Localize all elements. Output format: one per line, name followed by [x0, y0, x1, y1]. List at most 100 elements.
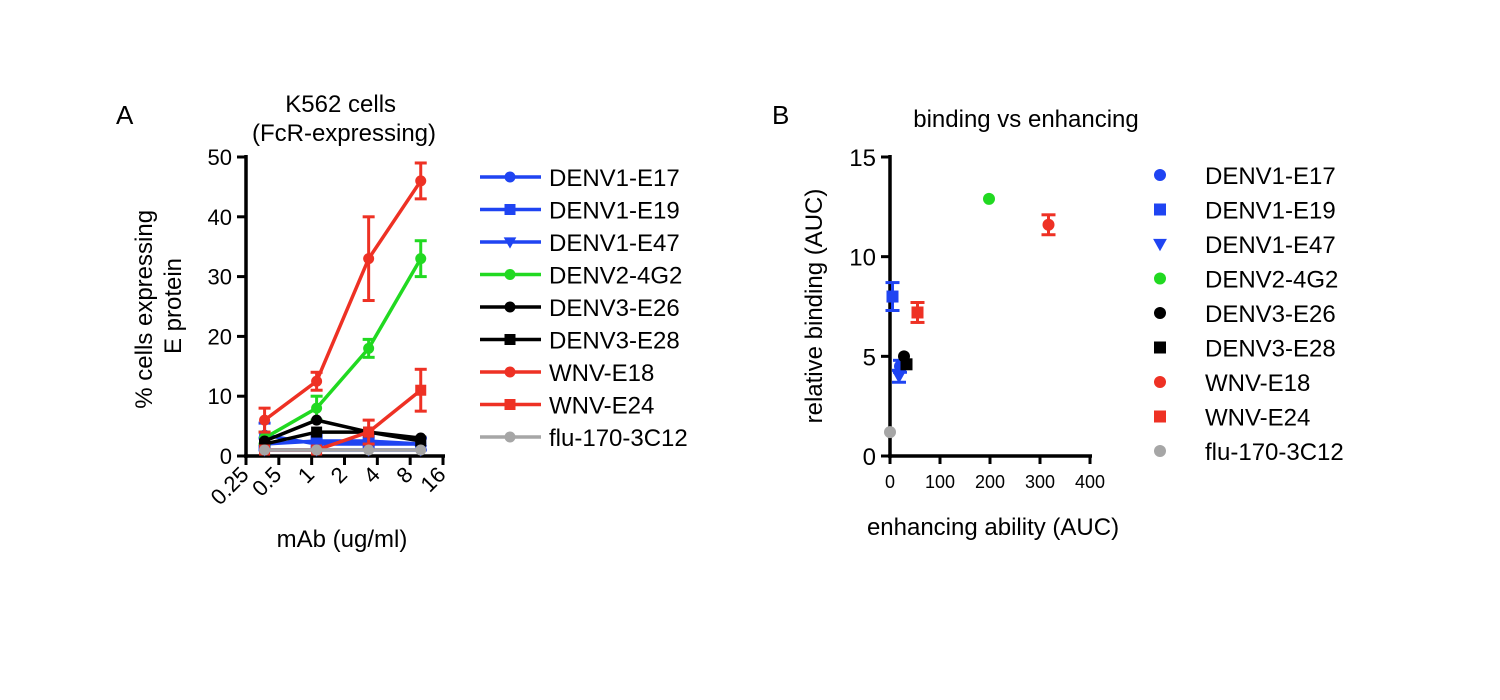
panel-a-y-tick-label: 50 [208, 145, 232, 170]
data-point-wnv-e18 [1042, 218, 1055, 231]
panel-b-legend: DENV1-E17 DENV1-E19 DENV1-E47 DENV2-4G2 DENV… [1153, 163, 1344, 466]
panel-b-axes: 0 5 10 15 0 100 200 300 400 [849, 145, 1105, 492]
legend-item-denv1-e47: DENV1-E47 [1153, 232, 1336, 259]
panel-a: A K562 cells (FcR-expressing) % cells ex… [116, 91, 688, 553]
data-point-wnv-e18 [311, 375, 323, 387]
data-point-wnv-e18 [363, 253, 375, 265]
data-point-flu-170-3c12 [884, 426, 896, 439]
legend-label: DENV1-E17 [1205, 163, 1336, 190]
legend-marker [1154, 445, 1166, 457]
panel-a-y-axis-label: % cells expressing E protein [131, 203, 187, 408]
legend-item-wnv-e24: WNV-E24 [480, 393, 654, 420]
legend-label: WNV-E18 [1205, 370, 1310, 397]
data-point-flu-170-3c12 [415, 444, 427, 456]
panel-a-x-tick-label: 1 [293, 462, 319, 488]
panel-a-title: K562 cells (FcR-expressing) [252, 91, 436, 147]
panel-a-y-axis-label-line-1: % cells expressing [131, 210, 158, 409]
point-denv1-e47 [892, 368, 906, 384]
panel-a-x-tick-label: 0.5 [247, 462, 286, 501]
panel-a-x-tick-label: 2 [326, 462, 352, 488]
data-point-wnv-e18 [259, 414, 271, 426]
legend-item-denv3-e28: DENV3-E28 [480, 328, 680, 355]
legend-marker [504, 171, 516, 183]
data-point-denv2-4g2 [415, 253, 427, 265]
legend-label: flu-170-3C12 [549, 425, 688, 452]
legend-item-wnv-e18: WNV-E18 [480, 360, 654, 387]
legend-marker [1154, 169, 1166, 181]
panel-b-y-tick-label: 10 [849, 245, 876, 272]
legend-label: DENV1-E19 [549, 198, 680, 225]
series-line-wnv-e18 [263, 179, 423, 422]
panel-a-axes: 0 10 20 30 40 50 0.250.5 1 2 4 816 [206, 145, 451, 510]
panel-a-x-axis-label: mAb (ug/ml) [277, 526, 408, 553]
point-wnv-e18 [1041, 213, 1056, 237]
panel-b: B binding vs enhancing relative binding … [772, 100, 1344, 541]
legend-marker [1154, 376, 1166, 388]
legend-marker [504, 301, 516, 313]
data-point-wnv-e24 [363, 426, 375, 438]
panel-a-x-tick-label: 4 [359, 462, 385, 488]
panel-a-y-tick-label: 40 [208, 205, 232, 230]
data-point-wnv-e24 [911, 306, 924, 319]
legend-item-denv1-e19: DENV1-E19 [480, 198, 680, 225]
legend-label: WNV-E24 [1205, 405, 1310, 432]
panel-b-x-tick-label: 0 [885, 472, 895, 492]
series-line-denv3-e28 [264, 430, 422, 446]
legend-item-denv2-4g2: DENV2-4G2 [480, 263, 682, 290]
data-point-wnv-e24 [415, 384, 427, 396]
legend-marker [504, 366, 516, 378]
data-point-denv3-e26 [311, 414, 323, 426]
legend-label: DENV2-4G2 [1205, 267, 1338, 294]
data-point-denv1-e19 [886, 290, 899, 303]
legend-label: DENV3-E26 [1205, 301, 1336, 328]
panel-b-x-tick-label: 200 [975, 472, 1005, 492]
panel-a-x-tick-label: 16 [416, 462, 451, 497]
legend-label: DENV1-E17 [549, 165, 680, 192]
legend-marker [504, 334, 516, 345]
panel-b-y-tick-label: 15 [849, 145, 876, 172]
panel-b-x-tick-label: 400 [1075, 472, 1105, 492]
panel-b-x-axis-label: enhancing ability (AUC) [867, 514, 1119, 541]
panel-a-title-line-1: K562 cells [285, 91, 396, 118]
legend-label: WNV-E18 [549, 360, 654, 387]
legend-marker [1154, 410, 1166, 423]
panel-a-y-axis-label-line-2: E protein [160, 258, 187, 354]
series-denv3-e28 [259, 426, 427, 450]
legend-label: DENV3-E26 [549, 295, 680, 322]
legend-item-denv2-4g2: DENV2-4G2 [1154, 267, 1338, 294]
legend-item-flu-170-3c12: flu-170-3C12 [1154, 439, 1344, 466]
legend-label: flu-170-3C12 [1205, 439, 1344, 466]
legend-marker [504, 431, 516, 443]
panel-a-y-tick-label: 0 [220, 444, 232, 469]
panel-a-title-line-2: (FcR-expressing) [252, 120, 436, 147]
legend-item-wnv-e18: WNV-E18 [1154, 370, 1310, 397]
data-point-wnv-e18 [415, 175, 427, 187]
panel-a-x-tick-label: 8 [391, 462, 417, 488]
point-flu-170-3c12 [884, 426, 896, 439]
panel-a-y-tick-label: 20 [208, 324, 232, 349]
legend-item-denv3-e26: DENV3-E26 [1154, 301, 1336, 328]
legend-item-denv3-e28: DENV3-E28 [1154, 336, 1336, 363]
legend-marker [504, 269, 516, 280]
legend-marker [504, 399, 516, 410]
panel-b-y-tick-label: 0 [863, 444, 876, 471]
series-denv2-4g2 [258, 239, 427, 446]
legend-label: DENV3-E28 [1205, 336, 1336, 363]
series-wnv-e18 [258, 161, 427, 434]
data-point-denv3-e28 [259, 438, 271, 450]
data-point-denv2-4g2 [363, 342, 375, 354]
panel-b-y-tick-label: 5 [863, 344, 876, 371]
panel-a-y-tick-label: 10 [208, 384, 232, 409]
point-wnv-e24 [910, 301, 925, 324]
panel-b-x-tick-label: 300 [1025, 472, 1055, 492]
point-denv2-4g2 [983, 192, 995, 205]
data-point-denv2-4g2 [983, 192, 995, 205]
legend-item-wnv-e24: WNV-E24 [1154, 405, 1310, 432]
panel-b-title: binding vs enhancing [913, 106, 1139, 133]
legend-item-denv1-e17: DENV1-E17 [1154, 163, 1336, 190]
panel-a-y-tick-label: 30 [208, 265, 232, 290]
data-point-flu-170-3c12 [259, 444, 271, 456]
data-point-denv3-e28 [900, 358, 913, 371]
legend-item-denv1-e17: DENV1-E17 [480, 165, 680, 192]
